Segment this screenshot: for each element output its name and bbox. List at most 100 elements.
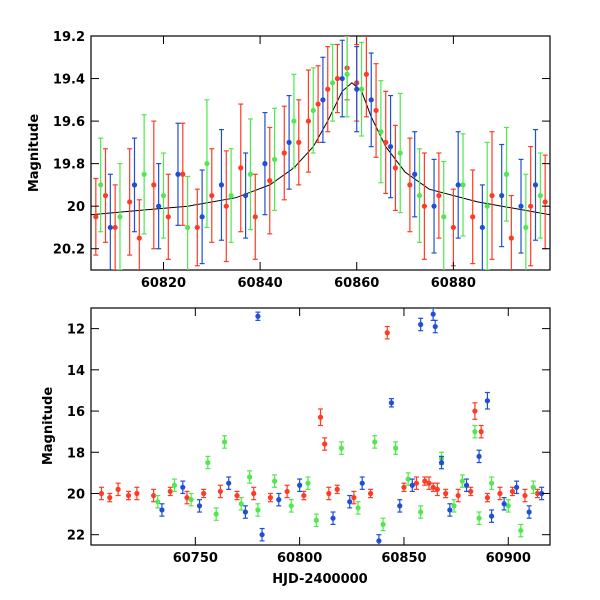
- data-point-blue: [243, 192, 249, 199]
- data-point-red: [167, 488, 173, 495]
- data-point-green: [204, 161, 210, 167]
- data-point-blue: [156, 203, 162, 209]
- data-point-red: [151, 182, 157, 188]
- data-point-red: [392, 165, 398, 171]
- data-point-red: [317, 414, 324, 420]
- data-point-red: [468, 488, 474, 495]
- data-point-blue: [484, 398, 491, 404]
- data-point-red: [351, 495, 357, 501]
- data-point-green: [247, 171, 254, 177]
- data-point-red: [508, 235, 514, 241]
- data-point-red: [102, 192, 109, 199]
- data-point-red: [284, 488, 290, 495]
- data-point-red: [522, 492, 528, 499]
- data-point-blue: [447, 507, 453, 513]
- data-point-red: [434, 486, 440, 492]
- data-point-red: [194, 224, 200, 231]
- y-tick-label: 19.2: [53, 30, 85, 45]
- data-point-red: [134, 490, 140, 497]
- data-point-red: [267, 495, 274, 501]
- data-point-blue: [242, 509, 248, 515]
- data-point-red: [93, 214, 99, 220]
- panel-1-plot-area: [98, 308, 545, 545]
- data-point-red: [251, 490, 257, 497]
- data-point-blue: [218, 182, 225, 188]
- data-point-green: [523, 224, 529, 231]
- data-point-blue: [388, 400, 395, 406]
- data-point-green: [155, 499, 161, 505]
- data-point-red: [326, 490, 332, 497]
- data-point-green: [380, 521, 386, 527]
- data-point-blue: [354, 86, 360, 92]
- top-panel-ylabel: Magnitude: [27, 114, 42, 193]
- data-point-blue: [514, 484, 520, 490]
- data-point-red: [534, 490, 541, 497]
- x-tick-label: 60840: [237, 276, 282, 291]
- data-point-red: [125, 492, 132, 499]
- data-point-red: [367, 490, 374, 497]
- data-point-red: [383, 139, 389, 145]
- data-point-red: [542, 199, 548, 205]
- data-point-red: [322, 441, 328, 447]
- data-point-blue: [499, 192, 505, 199]
- y-tick-label: 18: [67, 446, 85, 461]
- data-point-blue: [286, 139, 292, 145]
- data-point-blue: [255, 313, 261, 319]
- data-point-blue: [368, 97, 374, 103]
- data-point-red: [267, 178, 273, 184]
- data-point-green: [397, 150, 403, 156]
- data-point-blue: [199, 214, 205, 220]
- data-point-blue: [438, 459, 445, 466]
- data-point-red: [217, 488, 223, 495]
- data-point-blue: [297, 482, 303, 488]
- x-tick-label: 60900: [486, 551, 531, 566]
- data-point-red: [528, 203, 534, 209]
- data-point-red: [334, 75, 341, 82]
- data-point-green: [160, 192, 167, 199]
- data-point-green: [185, 224, 191, 231]
- data-point-green: [537, 192, 543, 199]
- top-panel-zoom-light-curve: Magnitude 60820 60840 60860 60880 19.2 19.4 19…: [27, 30, 551, 291]
- data-point-blue: [330, 515, 336, 521]
- data-point-red: [407, 182, 413, 188]
- data-point-red: [315, 101, 321, 107]
- y-tick-label: 20: [67, 487, 85, 502]
- data-point-red: [334, 486, 340, 492]
- y-tick-label: 20.2: [53, 243, 85, 258]
- x-tick-label: 60800: [277, 551, 322, 566]
- data-point-green: [141, 171, 147, 177]
- data-point-green: [228, 192, 234, 199]
- data-point-blue: [432, 323, 438, 330]
- data-point-red: [430, 484, 436, 490]
- data-point-blue: [276, 497, 282, 503]
- data-point-red: [373, 107, 379, 114]
- data-point-blue: [518, 203, 524, 209]
- bottom-panel-xlabel: HJD-2400000: [272, 572, 367, 587]
- data-point-green: [372, 439, 378, 445]
- data-point-green: [503, 171, 510, 177]
- data-point-green: [416, 192, 423, 199]
- x-tick-label: 60850: [381, 551, 426, 566]
- data-point-red: [184, 495, 190, 501]
- data-point-blue: [532, 182, 539, 188]
- data-point-red: [107, 495, 113, 501]
- data-point-green: [484, 203, 490, 209]
- data-point-blue: [226, 480, 232, 486]
- data-point-blue: [463, 482, 470, 488]
- data-point-red: [165, 214, 171, 220]
- top-panel-frame: [90, 35, 551, 271]
- data-point-green: [488, 480, 495, 486]
- data-point-green: [117, 214, 123, 220]
- data-point-green: [238, 501, 244, 507]
- data-point-red: [384, 330, 390, 336]
- data-point-red: [209, 192, 215, 199]
- y-tick-label: 19.4: [53, 73, 85, 88]
- data-point-blue: [431, 203, 437, 209]
- data-point-blue: [526, 509, 532, 515]
- data-point-red: [472, 408, 478, 414]
- data-point-red: [238, 165, 244, 171]
- data-point-red: [305, 118, 312, 124]
- data-point-red: [180, 171, 186, 177]
- data-point-red: [455, 492, 461, 499]
